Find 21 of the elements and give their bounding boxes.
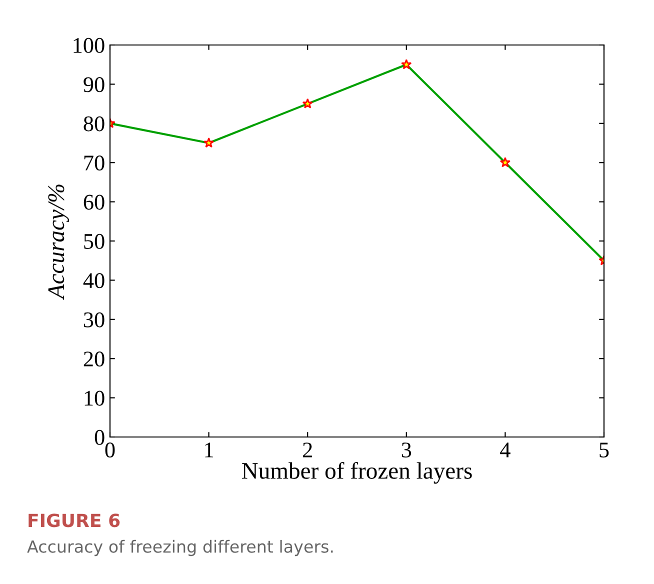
- x-tick-label: 0: [105, 442, 115, 458]
- caption: FIGURE 6: [28, 514, 120, 528]
- y-tick-label: 40: [83, 273, 104, 288]
- y-tick-label: 30: [84, 312, 104, 328]
- y-tick-label: 80: [84, 116, 104, 132]
- y-tick-label: 60: [84, 194, 104, 210]
- x-tick-label: 1: [205, 442, 214, 458]
- x-tick-label: 2: [303, 442, 312, 458]
- y-tick-label: 90: [84, 77, 104, 92]
- y-tick-label: 20: [84, 352, 104, 367]
- x-tick-label: 5: [600, 442, 609, 458]
- x-axis-title: Number of frozen layers: [242, 462, 472, 484]
- y-tick-label: 100: [74, 38, 104, 53]
- text: Accuracy of freezing different layers.: [27, 540, 333, 556]
- y-tick-label: 10: [84, 390, 104, 406]
- y-tick-label: 0: [94, 430, 104, 445]
- x-tick-label: 4: [500, 442, 510, 458]
- y-tick-label: 70: [84, 156, 104, 171]
- x-tick-label: 3: [402, 442, 412, 458]
- y-axis-title: Accuracy/%: [48, 184, 70, 300]
- y-tick-label: 50: [84, 234, 104, 249]
